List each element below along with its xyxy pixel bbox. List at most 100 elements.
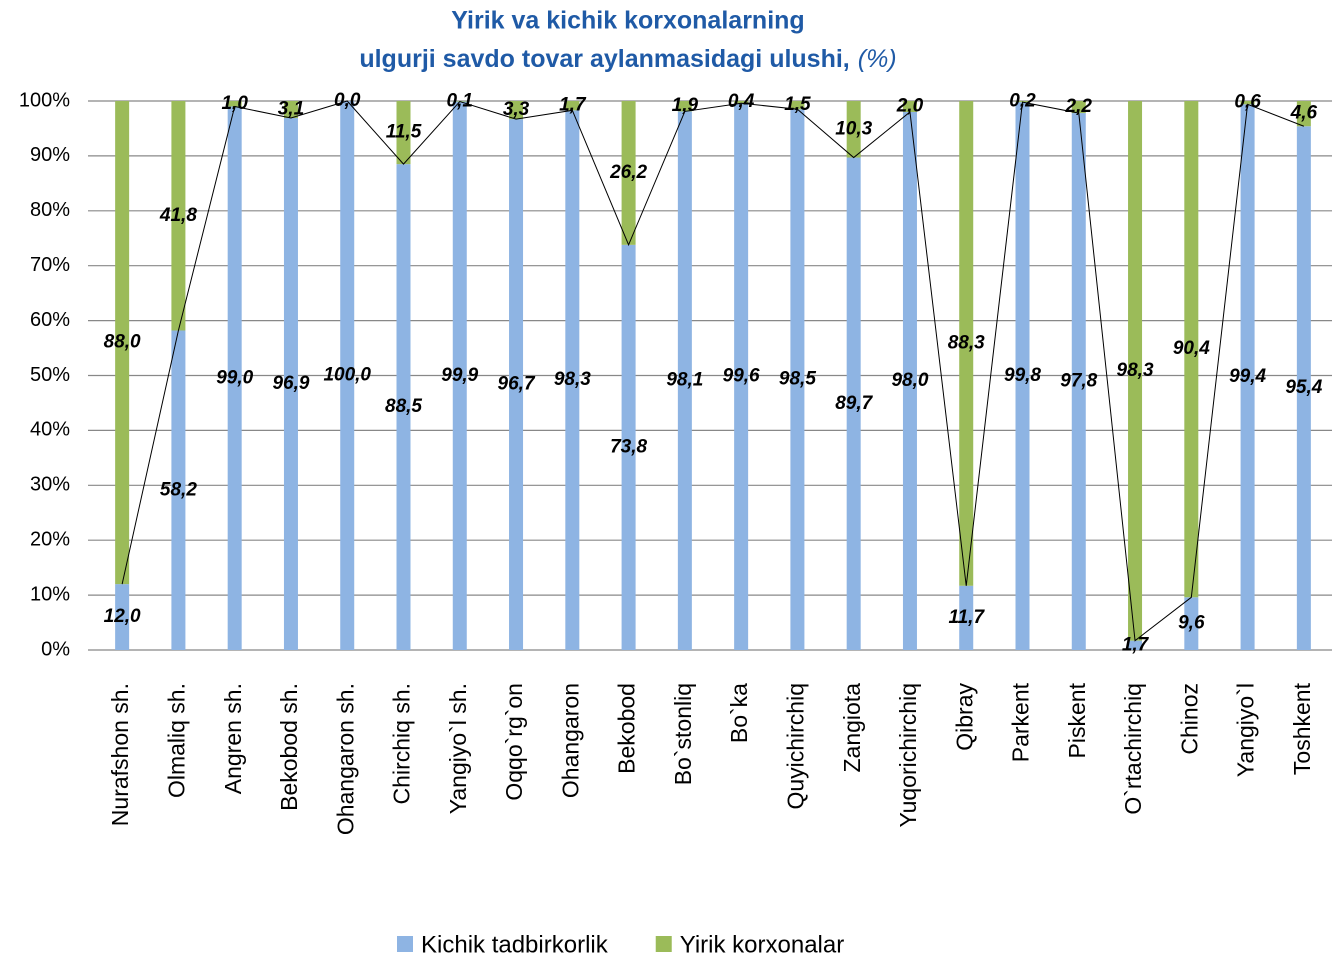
- data-label: 0,0: [334, 90, 361, 111]
- data-label: 90,4: [1173, 338, 1210, 359]
- x-tick-label: Oqqo`rg`on: [501, 683, 527, 801]
- data-label: 0,6: [1234, 92, 1261, 113]
- boundary-line: [121, 100, 1305, 642]
- bar-segment: [734, 103, 749, 651]
- bar-segment: [115, 584, 130, 650]
- data-label: 0,4: [728, 91, 755, 112]
- data-label: 0,2: [1009, 91, 1036, 112]
- data-label: 99,9: [441, 365, 478, 386]
- x-tick-label: Zangiota: [839, 683, 865, 773]
- bar-segment: [1240, 101, 1255, 105]
- y-tick-label: 50%: [30, 364, 70, 386]
- x-tick-label: Toshkent: [1289, 682, 1315, 775]
- data-label: 1,9: [672, 95, 699, 116]
- data-label: 12,0: [104, 606, 141, 627]
- bar-segment: [283, 101, 298, 119]
- bar-segment: [227, 101, 242, 107]
- x-tick-label: Bekobod sh.: [276, 683, 302, 811]
- bar-segment: [902, 111, 917, 651]
- data-label: 11,7: [948, 607, 985, 628]
- bar-segment: [565, 110, 580, 650]
- data-label: 98,3: [554, 369, 591, 390]
- bar-segment: [396, 101, 411, 165]
- data-label: 99,6: [723, 366, 760, 387]
- data-label: 98,0: [891, 370, 928, 391]
- bar-segment: [1128, 640, 1143, 650]
- x-tick-label: Yangiyo`l sh.: [445, 683, 471, 814]
- bar-segment: [1071, 101, 1086, 114]
- chart-title: ulgurji savdo tovar aylanmasidagi ulushi…: [359, 45, 896, 73]
- data-label: 98,1: [666, 370, 703, 391]
- data-label: 4,6: [1290, 103, 1318, 124]
- bar-segment: [171, 330, 186, 650]
- data-label: 26,2: [609, 162, 647, 183]
- data-label: 0,1: [447, 90, 473, 111]
- data-label: 1,0: [221, 93, 248, 114]
- bar-segment: [227, 106, 242, 651]
- bar-segment: [1296, 126, 1311, 650]
- x-tick-label: Chinoz: [1176, 683, 1202, 755]
- bar-segment: [340, 101, 355, 650]
- data-label: 98,3: [1117, 360, 1154, 381]
- bar-segment: [734, 101, 749, 104]
- data-label: 98,5: [779, 369, 816, 390]
- data-label: 11,5: [386, 122, 422, 143]
- bar-segment: [1184, 597, 1199, 650]
- bar-segment: [621, 101, 636, 245]
- bar-segment: [1015, 101, 1030, 103]
- y-tick-label: 10%: [30, 583, 70, 605]
- data-label: 96,7: [498, 374, 536, 395]
- y-tick-label: 90%: [30, 144, 70, 166]
- bar-segment: [1184, 101, 1199, 598]
- x-tick-label: Bo`stonliq: [670, 683, 696, 785]
- data-label: 1,7: [1122, 634, 1150, 655]
- data-label: 96,9: [272, 373, 309, 394]
- bar-segment: [1240, 104, 1255, 650]
- x-tick-label: Piskent: [1064, 682, 1090, 758]
- x-tick-label: O`rtachirchiq: [1120, 683, 1146, 815]
- bar-segment: [1296, 101, 1311, 127]
- title-unit: (%): [858, 45, 897, 73]
- x-tick-label: Yuqorichirchiq: [895, 683, 921, 827]
- x-tick-label: Olmaliq sh.: [163, 683, 189, 798]
- data-label: 3,1: [278, 99, 304, 120]
- legend-label: Yirik korxonalar: [680, 931, 845, 958]
- data-label: 1,5: [784, 94, 811, 115]
- bar-segment: [846, 101, 861, 158]
- bar-segment: [171, 101, 186, 331]
- data-label: 2,0: [896, 96, 924, 117]
- data-label: 99,0: [216, 367, 253, 388]
- bar-segment: [509, 101, 524, 120]
- y-tick-label: 60%: [30, 309, 70, 331]
- data-label: 88,3: [948, 332, 985, 353]
- bar-segment: [509, 119, 524, 650]
- y-tick-label: 40%: [30, 419, 70, 441]
- data-label: 58,2: [160, 479, 197, 500]
- x-tick-label: Angren sh.: [220, 683, 246, 794]
- data-label: 10,3: [835, 118, 872, 139]
- bar-segment: [283, 118, 298, 651]
- data-label: 73,8: [610, 436, 647, 457]
- bar-segment: [1071, 113, 1086, 650]
- data-label: 99,8: [1004, 365, 1041, 386]
- data-label: 88,5: [385, 396, 422, 417]
- data-label: 3,3: [503, 99, 530, 120]
- bar-segment: [902, 101, 917, 112]
- bar-segment: [1128, 101, 1143, 641]
- y-tick-label: 30%: [30, 474, 70, 496]
- x-tick-label: Yangiyo`l: [1233, 683, 1259, 777]
- data-label: 41,8: [159, 205, 197, 226]
- x-tick-label: Bo`ka: [726, 683, 752, 743]
- bar-segment: [677, 111, 692, 650]
- bar-segment: [1015, 102, 1030, 650]
- data-label: 95,4: [1285, 377, 1322, 398]
- bar-segment: [565, 101, 580, 111]
- bar-segment: [790, 109, 805, 651]
- data-label: 99,4: [1229, 366, 1266, 387]
- data-label: 2,2: [1065, 96, 1093, 117]
- title-line: ulgurji savdo tovar aylanmasidagi ulushi…: [359, 45, 849, 73]
- x-tick-label: Parkent: [1008, 682, 1034, 762]
- bar-segment: [115, 101, 130, 585]
- bar-segment: [959, 585, 974, 650]
- data-label: 89,7: [835, 393, 873, 414]
